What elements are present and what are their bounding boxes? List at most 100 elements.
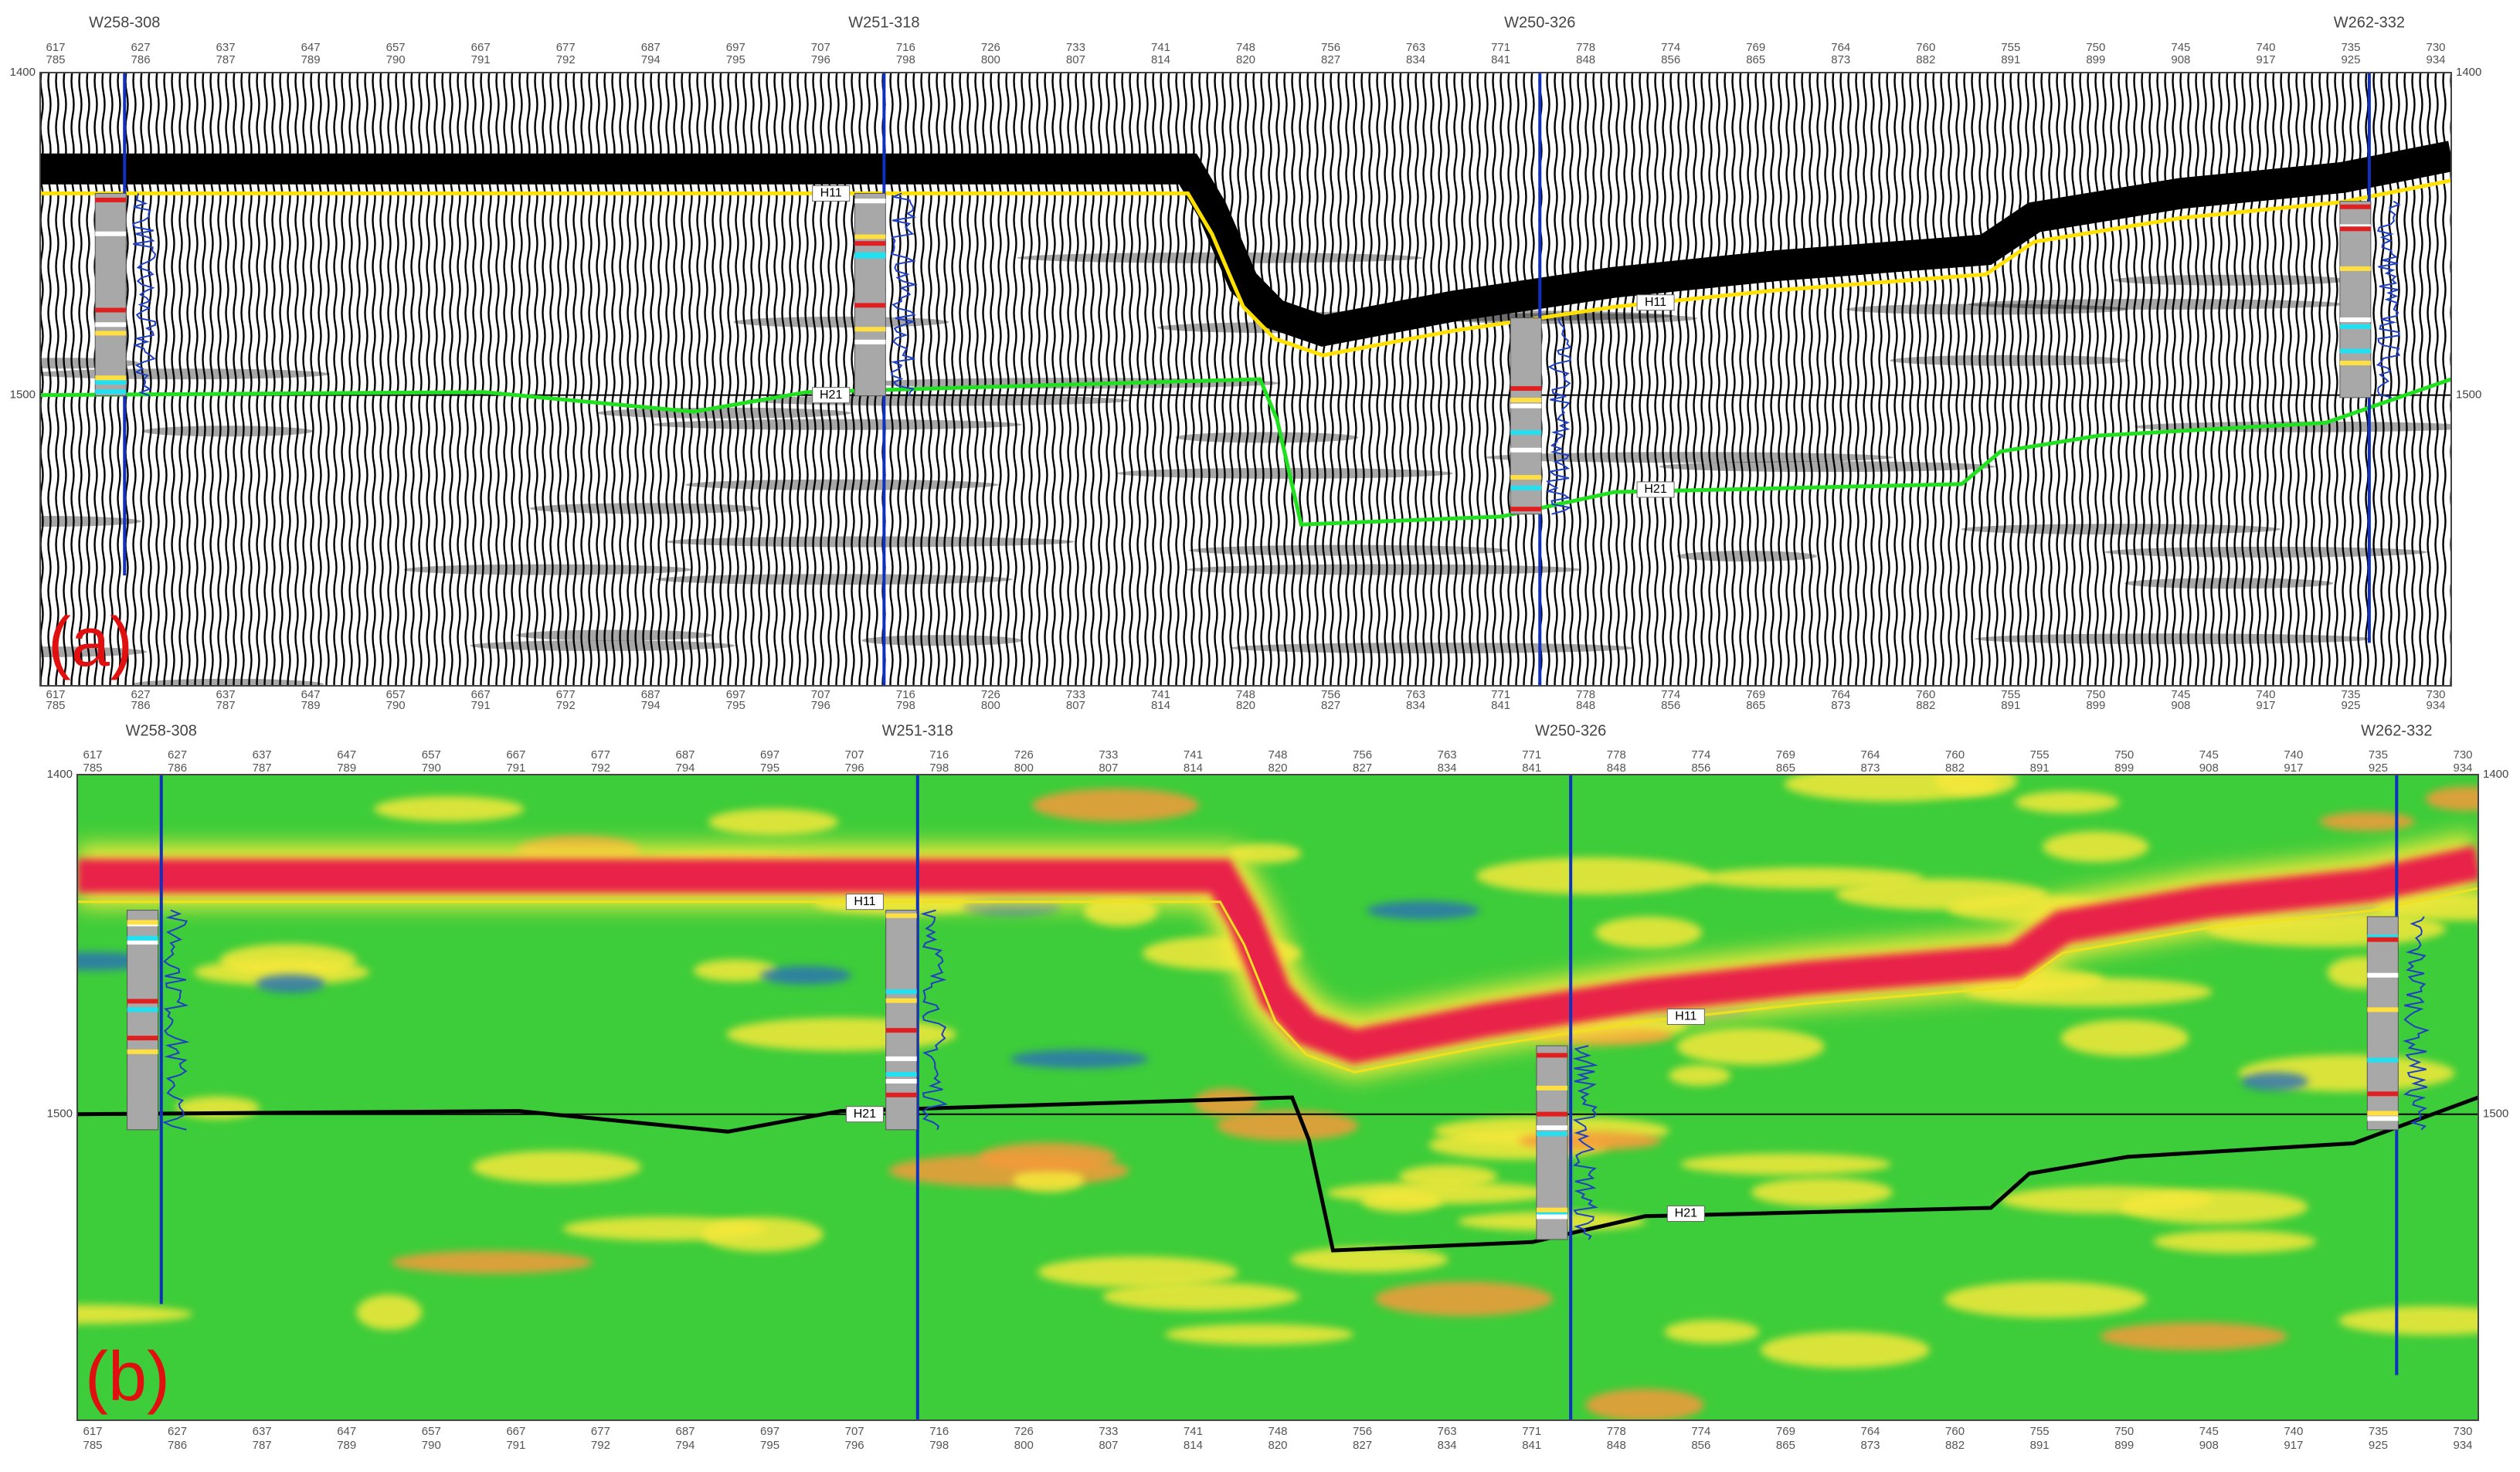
trace-number: 750 bbox=[2086, 41, 2105, 54]
trace-number: 778 bbox=[1607, 748, 1626, 761]
trace-number: 748 bbox=[1236, 688, 1255, 701]
trace-number: 789 bbox=[337, 1439, 356, 1452]
log-band bbox=[127, 1036, 158, 1041]
trace-number: 794 bbox=[641, 53, 661, 66]
well-log bbox=[1510, 317, 1542, 515]
panel-label: (b) bbox=[85, 1338, 170, 1416]
trace-number: 716 bbox=[896, 688, 915, 701]
log-band bbox=[95, 231, 127, 236]
reflector bbox=[746, 395, 1129, 406]
trace-number: 827 bbox=[1353, 761, 1372, 775]
log-band bbox=[885, 913, 917, 918]
amplitude-blob bbox=[1038, 1256, 1238, 1288]
trace-number: 756 bbox=[1321, 688, 1340, 701]
trace-number: 647 bbox=[337, 1425, 356, 1438]
trace-number: 637 bbox=[216, 688, 236, 701]
trace-number: 741 bbox=[1184, 748, 1203, 761]
trace-number: 774 bbox=[1661, 688, 1680, 701]
log-band bbox=[95, 307, 127, 313]
log-band bbox=[95, 197, 127, 202]
trace-number: 834 bbox=[1406, 699, 1425, 712]
log-band bbox=[1510, 386, 1542, 392]
reflector bbox=[1116, 467, 1453, 479]
log-band bbox=[2339, 361, 2371, 366]
time-label: 1400 bbox=[2483, 768, 2508, 781]
trace-number: 796 bbox=[811, 53, 830, 66]
trace-number: 891 bbox=[2001, 53, 2020, 66]
panel-label: (a) bbox=[48, 604, 133, 681]
amplitude-blob bbox=[1944, 1281, 2148, 1318]
log-band bbox=[854, 303, 886, 308]
reflector bbox=[2113, 274, 2350, 286]
trace-number: 787 bbox=[216, 53, 236, 66]
trace-number: 627 bbox=[168, 1425, 187, 1438]
trace-number: 617 bbox=[83, 748, 102, 761]
trace-number: 687 bbox=[641, 41, 661, 54]
trace-number: 677 bbox=[556, 688, 576, 701]
trace-number: 856 bbox=[1661, 699, 1680, 712]
amplitude-blob bbox=[979, 1142, 1117, 1172]
trace-number: 848 bbox=[1576, 53, 1595, 66]
trace-number: 769 bbox=[1746, 41, 1765, 54]
trace-number: 769 bbox=[1776, 748, 1795, 761]
reflector bbox=[1846, 304, 2128, 315]
trace-number: 760 bbox=[1945, 1425, 1965, 1438]
amplitude-blob bbox=[2015, 791, 2120, 813]
trace-number: 882 bbox=[1945, 761, 1965, 775]
trace-number: 647 bbox=[301, 41, 321, 54]
trace-number: 794 bbox=[675, 761, 695, 775]
trace-number: 735 bbox=[2341, 41, 2360, 54]
trace-number: 657 bbox=[386, 41, 406, 54]
trace-number: 841 bbox=[1522, 761, 1541, 775]
trace-number: 785 bbox=[46, 53, 65, 66]
well-name: W262-332 bbox=[2334, 14, 2405, 31]
trace-number: 794 bbox=[641, 699, 661, 712]
amplitude-blob bbox=[256, 974, 325, 993]
trace-number: 617 bbox=[46, 688, 65, 701]
trace-number: 707 bbox=[811, 688, 830, 701]
trace-number: 792 bbox=[556, 699, 576, 712]
trace-number: 899 bbox=[2086, 699, 2105, 712]
log-band bbox=[127, 1007, 158, 1012]
horizon-label-box bbox=[1636, 481, 1675, 498]
trace-number: 764 bbox=[1831, 688, 1850, 701]
trace-number: 796 bbox=[845, 1439, 864, 1452]
trace-number: 667 bbox=[471, 41, 491, 54]
trace-number: 755 bbox=[2001, 41, 2020, 54]
trace-number: 908 bbox=[2171, 53, 2190, 66]
trace-number: 796 bbox=[845, 761, 864, 775]
trace-number: 735 bbox=[2369, 1425, 2388, 1438]
strong-reflector bbox=[40, 141, 2451, 347]
amplitude-blob bbox=[2060, 1019, 2189, 1057]
log-band bbox=[2367, 934, 2399, 940]
strong-reflector bbox=[77, 846, 2478, 1064]
trace-number: 748 bbox=[1236, 41, 1255, 54]
trace-number: 697 bbox=[726, 41, 745, 54]
trace-number: 726 bbox=[981, 688, 1000, 701]
log-band bbox=[854, 234, 886, 239]
horizon-label: H21 bbox=[1675, 1207, 1697, 1220]
trace-number: 741 bbox=[1151, 688, 1170, 701]
trace-number: 755 bbox=[2001, 688, 2020, 701]
reflector bbox=[1961, 524, 2281, 535]
amplitude-blob bbox=[1476, 857, 1711, 895]
log-band bbox=[885, 1056, 917, 1061]
reflector bbox=[1485, 452, 1893, 463]
trace-number: 786 bbox=[168, 1439, 187, 1452]
trace-number: 748 bbox=[1268, 748, 1287, 761]
log-band bbox=[2339, 204, 2371, 209]
trace-number: 790 bbox=[386, 53, 406, 66]
amplitude-blob bbox=[1227, 843, 1302, 863]
reflector bbox=[1890, 354, 2129, 366]
reflector bbox=[1175, 432, 1359, 443]
reflector bbox=[1968, 298, 2345, 310]
log-band bbox=[854, 241, 886, 246]
trace-number: 792 bbox=[556, 53, 576, 66]
trace-number: 917 bbox=[2284, 761, 2303, 775]
log-curve bbox=[2376, 200, 2401, 399]
trace-number: 730 bbox=[2426, 41, 2445, 54]
trace-number: 771 bbox=[1491, 688, 1510, 701]
amplitude-blob bbox=[726, 1017, 957, 1051]
trace-number: 627 bbox=[131, 688, 151, 701]
